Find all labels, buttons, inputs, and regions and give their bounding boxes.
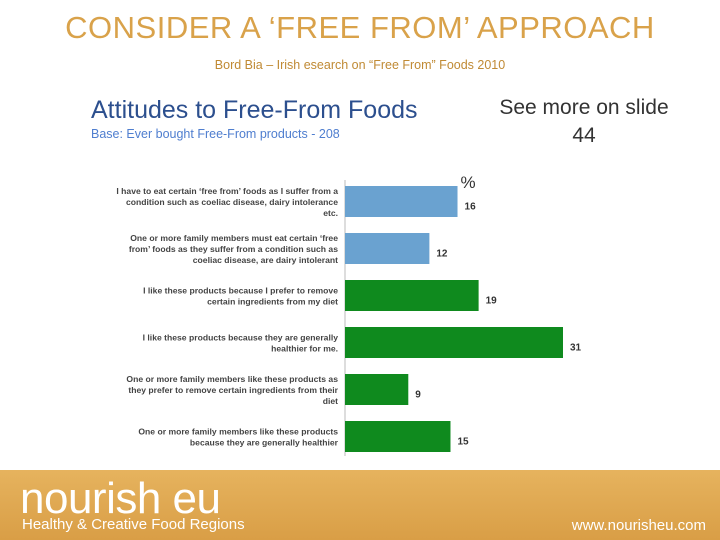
chart-base-note: Base: Ever bought Free-From products - 2… [91, 127, 340, 141]
bar-6 [345, 421, 451, 452]
data-label-1: 16 [465, 202, 477, 213]
bar-4 [345, 327, 563, 358]
category-label-4: I like these products because they are g… [143, 333, 339, 354]
side-note: See more on slide 44 [470, 94, 698, 150]
data-label-3: 19 [486, 296, 498, 307]
category-label-1: I have to eat certain ‘free from’ foods … [116, 186, 338, 218]
side-note-line2: 44 [572, 124, 596, 147]
unit-label: % [460, 173, 475, 192]
slide-subtitle: Bord Bia – Irish esearch on “Free From” … [214, 58, 506, 72]
slide-title: CONSIDER A ‘FREE FROM’ APPROACH [65, 10, 655, 45]
bar-2 [345, 233, 430, 264]
website-link[interactable]: www.nourisheu.com [571, 517, 706, 534]
bar-1 [345, 186, 458, 217]
side-note-line1: See more on slide [499, 96, 669, 119]
data-label-4: 31 [570, 343, 582, 354]
data-label-5: 9 [415, 390, 421, 401]
brand-logo: nourish eu [20, 474, 221, 523]
footer-banner: nourish eu Healthy & Creative Food Regio… [0, 470, 720, 540]
bar-chart: % 16 I have to eat certain ‘free from’ foo… [116, 173, 582, 456]
category-label-6: One or more family members like these pr… [138, 427, 338, 448]
bar-3 [345, 280, 479, 311]
chart-title: Attitudes to Free-From Foods [91, 96, 418, 124]
category-label-3: I like these products because I prefer t… [143, 286, 338, 307]
brand-tagline: Healthy & Creative Food Regions [22, 516, 245, 533]
data-label-6: 15 [457, 437, 469, 448]
category-label-2: One or more family members must eat cert… [129, 233, 338, 265]
category-label-5: One or more family members like these pr… [126, 374, 338, 406]
data-label-2: 12 [436, 249, 448, 260]
bar-5 [345, 374, 409, 405]
